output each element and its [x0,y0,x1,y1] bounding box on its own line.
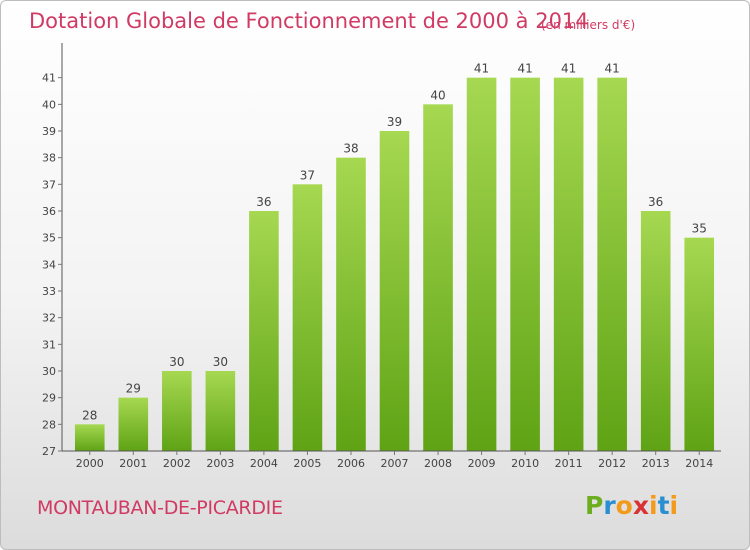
bar-value-label: 35 [692,222,707,236]
x-tick-label: 2000 [76,457,104,470]
logo-letter: t [657,491,670,520]
bar-value-label: 41 [561,62,576,76]
bar [510,77,540,452]
x-tick-label: 2005 [293,457,321,470]
y-tick-label: 30 [42,365,56,378]
logo-letter: P [585,491,604,520]
y-tick-label: 32 [42,312,56,325]
x-tick-label: 2002 [163,457,191,470]
bar-value-label: 29 [126,382,141,396]
proxiti-logo: Proxiti [585,491,678,520]
bar-value-label: 36 [256,195,271,209]
y-tick-label: 37 [42,178,56,191]
x-tick-label: 2006 [337,457,365,470]
y-tick-label: 28 [42,418,56,431]
y-tick-label: 27 [42,445,56,458]
y-tick-label: 35 [42,232,56,245]
x-tick-label: 2003 [206,457,234,470]
chart-subtitle: (en milliers d'€) [541,18,636,32]
x-tick-label: 2008 [424,457,452,470]
bar-value-label: 28 [82,408,97,422]
bar [466,77,497,452]
x-tick-label: 2001 [119,457,147,470]
x-tick-label: 2009 [468,457,496,470]
bar-value-label: 41 [474,62,489,76]
y-axis: 27 28 29 30 31 32 33 34 35 36 37 38 39 40 41 [42,43,63,458]
bar [597,77,627,452]
x-tick-label: 2010 [511,457,539,470]
bar-value-label: 30 [169,355,184,369]
bar [336,157,366,451]
bar [249,211,279,451]
bar [684,237,715,451]
logo-letter: i [649,491,658,520]
logo-letter: r [603,491,616,520]
commune-name: MONTAUBAN-DE-PICARDIE [37,497,283,519]
y-tick-label: 34 [42,258,56,271]
x-tick-label: 2011 [555,457,583,470]
bar-value-label: 36 [648,195,663,209]
bar [118,397,149,451]
x-tick-label: 2004 [250,457,278,470]
bar-value-label: 41 [605,62,620,76]
x-tick-label: 2013 [642,457,670,470]
y-tick-label: 41 [42,72,56,85]
chart-title: Dotation Globale de Fonctionnement de 20… [29,9,589,33]
bar-chart: 27 28 29 30 31 32 33 34 35 36 37 38 39 40 41 28 29 30 30 3… [42,43,721,470]
bar [553,77,584,452]
y-tick-label: 38 [42,152,56,165]
bar [292,184,323,452]
bar-value-label: 30 [213,355,228,369]
y-tick-label: 36 [42,205,56,218]
bar [640,211,671,451]
y-tick-label: 40 [42,98,56,111]
bar-value-label: 38 [343,142,358,156]
x-tick-label: 2014 [685,457,713,470]
y-tick-label: 31 [42,338,56,351]
bar-value-label: 39 [387,115,402,129]
bar-value-label: 41 [517,62,532,76]
bar [423,104,453,451]
bar [379,131,410,451]
x-tick-label: 2012 [598,457,626,470]
y-tick-label: 39 [42,125,56,138]
y-tick-label: 33 [42,285,56,298]
bar-value-label: 40 [430,88,445,102]
logo-letter: i [669,491,679,520]
logo-letter: o [615,491,633,520]
bar-value-label: 37 [300,168,315,182]
x-tick-label: 2007 [381,457,409,470]
y-tick-label: 29 [42,392,56,405]
logo-letter: x [632,491,649,520]
bar [162,371,192,451]
x-axis: 2000 2001 2002 2003 2004 2005 2006 2007 2008 2009… [62,450,721,470]
bars: 28 29 30 30 36 37 38 39 40 41 41 41 41 36 35 [74,62,715,452]
bar [205,371,236,451]
bar [74,424,105,451]
